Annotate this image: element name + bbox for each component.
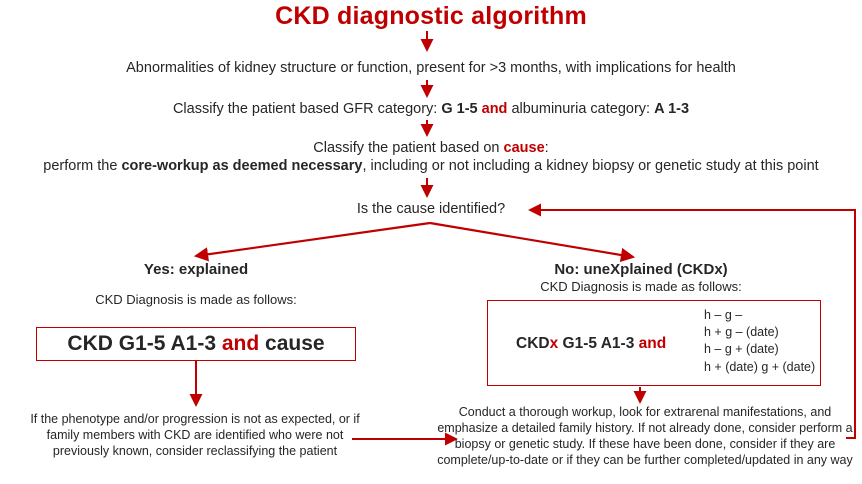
gfr-seg-4: albuminuria category: (507, 101, 655, 117)
right-box-seg-3: G1-5 A1-3 (558, 335, 639, 352)
page-title: CKD diagnostic algorithm (275, 2, 587, 30)
question-text: Is the cause identified? (356, 201, 506, 217)
left-diagnosis-sublabel: CKD Diagnosis is made as follows: (95, 292, 297, 307)
cause1-seg-1: Classify the patient based on (313, 140, 504, 156)
suffix-option: h – g – (704, 308, 743, 322)
classify-cause-line1: Classify the patient based on cause: (0, 140, 862, 156)
cause1-seg-3: : (544, 140, 549, 156)
diagnosis-box-unexplained: CKDx G1-5 A1-3 and h – g – h + g – (date… (487, 300, 821, 386)
branch-arrow-no (429, 221, 636, 263)
right-box-text: CKDx G1-5 A1-3 and (516, 301, 666, 387)
suffix-option: h – g + (date) (704, 342, 779, 357)
cause2-seg-2: core-workup as deemed necessary (121, 158, 363, 174)
branch-arrow-yes (193, 221, 431, 262)
left-box-seg-2: and (221, 332, 260, 355)
cause2-seg-1: perform the (43, 158, 122, 174)
gfr-seg-2: G 1-5 (441, 101, 482, 117)
branch-label-no: No: uneXplained (CKDx) (554, 261, 728, 278)
diagnosis-box-explained: CKD G1-5 A1-3 and cause (36, 327, 356, 361)
left-box-seg-3: cause (259, 332, 325, 355)
suffix-option: h + g – (date) (704, 325, 779, 340)
right-followup-note: Conduct a thorough workup, look for extr… (437, 405, 853, 467)
cause2-seg-3: , including or not including a kidney bi… (362, 158, 819, 174)
classify-cause-line2: perform the core-workup as deemed necess… (0, 158, 862, 174)
left-box-seg-1: CKD G1-5 A1-3 (67, 332, 222, 355)
right-box-seg-2: x (549, 335, 559, 352)
suffix-option: h + (date) g + (date) (704, 359, 816, 374)
gfr-seg-3: and (481, 101, 508, 117)
cause1-seg-2: cause (503, 140, 545, 156)
suffix-options-list: h – g – h + g – (date) h – g + (date) h … (704, 307, 815, 376)
branch-label-yes: Yes: explained (143, 261, 249, 278)
gfr-seg-1: Classify the patient based GFR category: (172, 101, 442, 117)
classify-gfr-text: Classify the patient based GFR category:… (0, 101, 862, 117)
gfr-seg-5: A 1-3 (654, 101, 690, 117)
left-followup-note: If the phenotype and/or progression is n… (30, 412, 360, 458)
definition-text: Abnormalities of kidney structure or fun… (126, 60, 736, 76)
left-box-text: CKD G1-5 A1-3 and cause (37, 328, 355, 359)
right-diagnosis-sublabel: CKD Diagnosis is made as follows: (540, 279, 742, 294)
right-box-seg-4: and (638, 335, 667, 352)
right-box-seg-1: CKD (516, 335, 550, 352)
